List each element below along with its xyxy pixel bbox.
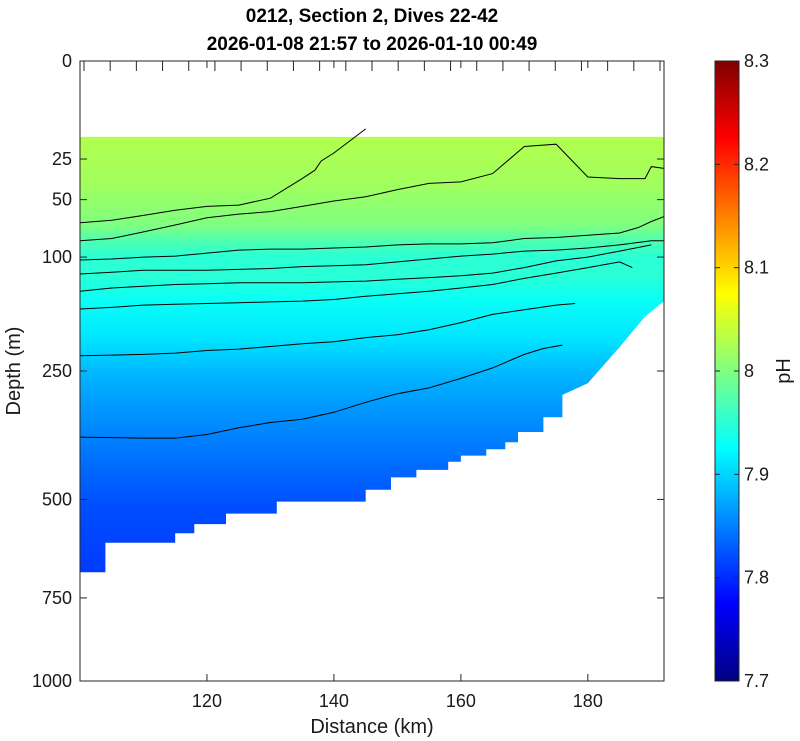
y-tick-label: 0	[62, 51, 72, 71]
contour-line	[80, 344, 563, 439]
y-tick-label: 100	[42, 247, 72, 267]
contour-lines	[80, 128, 664, 439]
y-tick-label: 50	[52, 190, 72, 210]
contour-line	[80, 240, 664, 275]
contour-line	[80, 128, 367, 224]
x-tick-label: 160	[446, 691, 476, 711]
contour-line	[80, 244, 652, 292]
colorbar-tick-label: 8.3	[744, 51, 769, 71]
colorbar-tick-label: 8	[744, 361, 754, 381]
y-axis-ticks: 0 25 50 100 250 500 750 1000	[32, 51, 664, 691]
contour-line	[80, 143, 664, 242]
dive-position-ticks	[83, 61, 661, 71]
contour-line	[80, 261, 633, 310]
chart-title-line-2: 2026-01-08 21:57 to 2026-01-10 00:49	[207, 34, 538, 55]
x-tick-label: 120	[192, 691, 222, 711]
x-axis-label: Distance (km)	[310, 716, 433, 738]
x-tick-label: 180	[573, 691, 603, 711]
y-tick-label: 250	[42, 361, 72, 381]
x-axis-ticks: 120 140 160 180	[192, 61, 603, 711]
x-tick-label: 140	[319, 691, 349, 711]
y-tick-label: 25	[52, 149, 72, 169]
plot-area: 120 140 160 180 0 25 50 100 250 500 750 1000	[32, 51, 665, 711]
contour-line	[80, 303, 576, 357]
y-tick-label: 500	[42, 489, 72, 509]
colorbar-ticks: 8.3 8.2 8.1 8 7.9 7.8 7.7	[715, 51, 769, 691]
colorbar-tick-label: 7.9	[744, 464, 769, 484]
colorbar-tick-label: 8.2	[744, 154, 769, 174]
contour-line	[80, 216, 664, 261]
colorbar-tick-label: 7.7	[744, 671, 769, 691]
y-tick-label: 1000	[32, 671, 72, 691]
ph-field	[80, 136, 664, 573]
y-tick-label: 750	[42, 588, 72, 608]
colorbar-tick-label: 8.1	[744, 258, 769, 278]
y-axis-label: Depth (m)	[3, 327, 25, 416]
colorbar-label: pH	[773, 358, 795, 384]
chart-title-line-1: 0212, Section 2, Dives 22-42	[246, 6, 498, 27]
colorbar: 8.3 8.2 8.1 8 7.9 7.8 7.7 pH	[714, 51, 795, 691]
colorbar-tick-label: 7.8	[744, 568, 769, 588]
